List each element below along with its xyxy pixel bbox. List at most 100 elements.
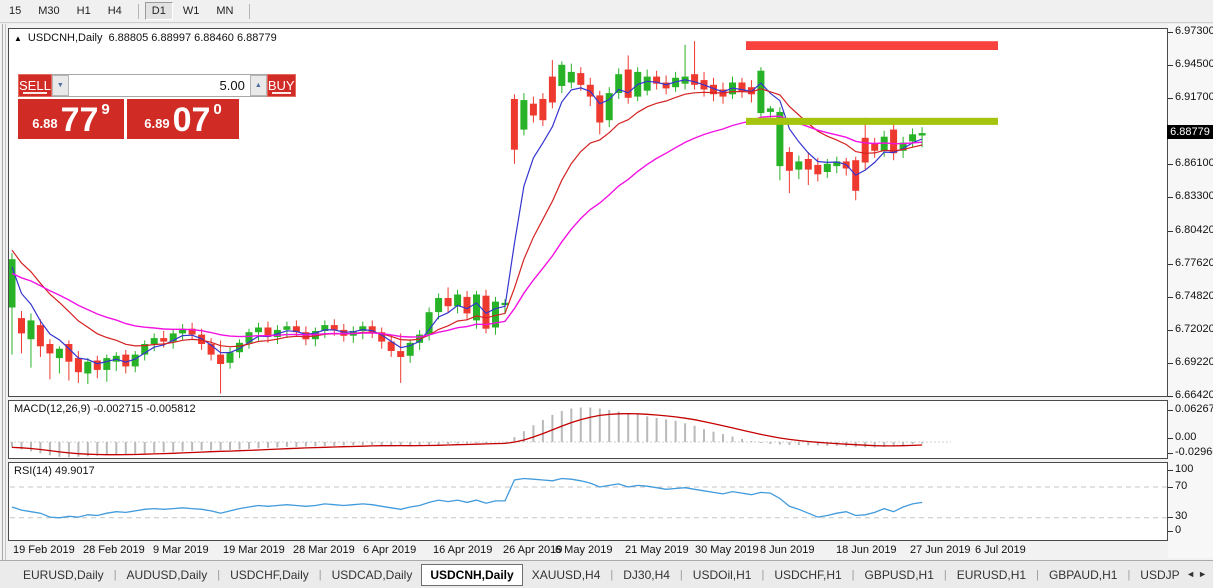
timeframe-button-d1[interactable]: D1 xyxy=(144,2,173,20)
price-axis-label: 6.77620 xyxy=(1168,257,1213,269)
sell-price-button[interactable]: 6.88 77 9 xyxy=(18,99,124,139)
rsi-label: RSI(14) 49.9017 xyxy=(14,465,95,477)
chart-tab-eurusd-daily[interactable]: EURUSD,Daily xyxy=(23,567,104,582)
toolbar-separator xyxy=(249,3,251,19)
date-axis-label: 8 Jun 2019 xyxy=(760,544,815,556)
tab-separator: | xyxy=(943,568,947,581)
macd-axis-label: -0.029668 xyxy=(1168,446,1213,458)
chart-tab-xauusd-h4[interactable]: XAUUSD,H4 xyxy=(531,567,601,582)
sell-underline xyxy=(23,92,47,94)
chart-tab-audusd-daily[interactable]: AUDUSD,Daily xyxy=(126,567,208,582)
sell-button[interactable]: SELL xyxy=(18,74,52,97)
rsi-line xyxy=(11,477,923,519)
macd-axis-label: 0.00 xyxy=(1168,431,1196,443)
buy-price-pip: 0 xyxy=(213,101,222,118)
buy-price-small: 6.89 xyxy=(144,116,170,131)
current-price-tag: 6.88779 xyxy=(1167,125,1213,139)
tab-scroll-right-icon[interactable]: ► xyxy=(1198,569,1210,579)
date-axis-label: 6 Jul 2019 xyxy=(975,544,1026,556)
support-zone xyxy=(746,117,998,125)
price-axis-label: 6.66420 xyxy=(1168,389,1213,401)
date-axis-label: 19 Mar 2019 xyxy=(223,544,285,556)
rsi-chart[interactable] xyxy=(9,463,1167,540)
rsi-axis-label: 0 xyxy=(1168,524,1181,536)
volume-stepper: ▼ ▲ xyxy=(51,74,267,97)
sell-price-pip: 9 xyxy=(101,101,110,118)
window-edge xyxy=(2,24,3,560)
date-axis-label: 26 Apr 2019 xyxy=(503,544,563,556)
date-axis-label: 30 May 2019 xyxy=(695,544,759,556)
chart-tab-dj30-h4[interactable]: DJ30,H4 xyxy=(623,567,670,582)
buy-underline xyxy=(271,92,291,94)
date-axis-label: 27 Jun 2019 xyxy=(910,544,971,556)
timeframe-button-15[interactable]: 15 xyxy=(9,5,22,17)
toolbar-separator xyxy=(137,3,139,19)
chart-tab-usdcad-daily[interactable]: USDCAD,Daily xyxy=(331,567,413,582)
macd-chart[interactable] xyxy=(9,401,1167,458)
timeframe-button-m30[interactable]: M30 xyxy=(38,5,60,17)
buy-price-big: 07 xyxy=(172,100,211,139)
chart-tab-usdjp[interactable]: USDJP xyxy=(1140,567,1180,582)
volume-input[interactable] xyxy=(68,75,250,96)
price-axis-label: 6.91700 xyxy=(1168,91,1213,103)
one-click-trade-panel: SELL ▼ ▲ BUY 6.88 77 9 6.89 07 0 xyxy=(18,74,296,139)
price-axis-label: 6.94500 xyxy=(1168,58,1213,70)
chart-tab-usdchf-h1[interactable]: USDCHF,H1 xyxy=(774,567,842,582)
price-axis-label: 6.97300 xyxy=(1168,25,1213,37)
chart-tab-bar: EURUSD,Daily | AUDUSD,Daily | USDCHF,Daily | U… xyxy=(0,560,1213,588)
buy-button[interactable]: BUY xyxy=(266,74,296,97)
chart-title: ▲ USDCNH,Daily 6.88805 6.88997 6.88460 6… xyxy=(14,32,277,44)
sell-price-big: 77 xyxy=(60,100,99,139)
tab-scroll-left-icon[interactable]: ◄ xyxy=(1186,569,1199,579)
buy-label: BUY xyxy=(267,78,295,93)
tab-separator: | xyxy=(679,568,683,581)
date-axis[interactable]: 19 Feb 2019 28 Feb 2019 9 Mar 2019 19 Mar 2… xyxy=(8,541,1168,559)
price-axis[interactable]: 6.97300 6.94500 6.91700 6.86100 6.83300 6.804… xyxy=(1168,24,1213,558)
rsi-axis-label: 30 xyxy=(1168,510,1187,522)
date-axis-label: 28 Feb 2019 xyxy=(83,544,145,556)
macd-label: MACD(12,26,9) -0.002715 -0.005812 xyxy=(14,403,196,415)
chart-symbol: USDCNH,Daily xyxy=(27,32,103,44)
date-axis-label: 28 Mar 2019 xyxy=(293,544,355,556)
macd-panel[interactable]: MACD(12,26,9) -0.002715 -0.005812 xyxy=(8,400,1168,459)
tab-separator: | xyxy=(610,568,614,581)
chart-tab-gbpaud-h1[interactable]: GBPAUD,H1 xyxy=(1048,567,1118,582)
volume-increase-button[interactable]: ▲ xyxy=(249,75,267,96)
price-axis-label: 6.86100 xyxy=(1168,157,1213,169)
sell-price-small: 6.88 xyxy=(32,116,58,131)
candlestick-chart[interactable] xyxy=(9,29,1167,396)
chart-tab-gbpusd-h1[interactable]: GBPUSD,H1 xyxy=(864,567,934,582)
chart-tab-usdoil-h1[interactable]: USDOil,H1 xyxy=(692,567,752,582)
tab-separator: | xyxy=(1127,568,1131,581)
timeframe-button-h4[interactable]: H4 xyxy=(107,5,122,17)
rsi-axis-label: 100 xyxy=(1168,463,1193,475)
resistance-zone xyxy=(746,41,998,50)
date-axis-label: 16 Apr 2019 xyxy=(433,544,493,556)
chart-tab-usdchf-daily[interactable]: USDCHF,Daily xyxy=(230,567,309,582)
price-axis-label: 6.72020 xyxy=(1168,323,1213,335)
price-chart-panel[interactable]: ▲ USDCNH,Daily 6.88805 6.88997 6.88460 6… xyxy=(8,28,1168,397)
rsi-axis-label: 70 xyxy=(1168,480,1187,492)
macd-signal-line xyxy=(11,412,923,456)
collapse-icon[interactable]: ▲ xyxy=(14,33,22,43)
date-axis-label: 6 May 2019 xyxy=(555,544,613,556)
macd-axis-label: 0.062675 xyxy=(1168,403,1213,415)
volume-decrease-button[interactable]: ▼ xyxy=(51,75,69,96)
timeframe-button-mn[interactable]: MN xyxy=(216,5,234,17)
tab-separator: | xyxy=(318,568,322,581)
date-axis-label: 21 May 2019 xyxy=(625,544,689,556)
buy-price-button[interactable]: 6.89 07 0 xyxy=(127,99,239,139)
chart-tab-eurusd-h1[interactable]: EURUSD,H1 xyxy=(956,567,1027,582)
date-axis-label: 19 Feb 2019 xyxy=(13,544,75,556)
chart-tab-usdcnh-daily[interactable]: USDCNH,Daily xyxy=(421,563,523,586)
tab-separator: | xyxy=(113,568,117,581)
timeframe-button-h1[interactable]: H1 xyxy=(76,5,91,17)
tab-scroll-arrows[interactable]: ◄► xyxy=(1186,569,1210,579)
date-axis-label: 9 Mar 2019 xyxy=(153,544,209,556)
price-axis-label: 6.80420 xyxy=(1168,224,1213,236)
tab-separator: | xyxy=(217,568,221,581)
rsi-panel[interactable]: RSI(14) 49.9017 xyxy=(8,462,1168,541)
timeframe-button-w1[interactable]: W1 xyxy=(182,5,200,17)
window-edge xyxy=(5,24,6,560)
date-axis-label: 6 Apr 2019 xyxy=(363,544,417,556)
